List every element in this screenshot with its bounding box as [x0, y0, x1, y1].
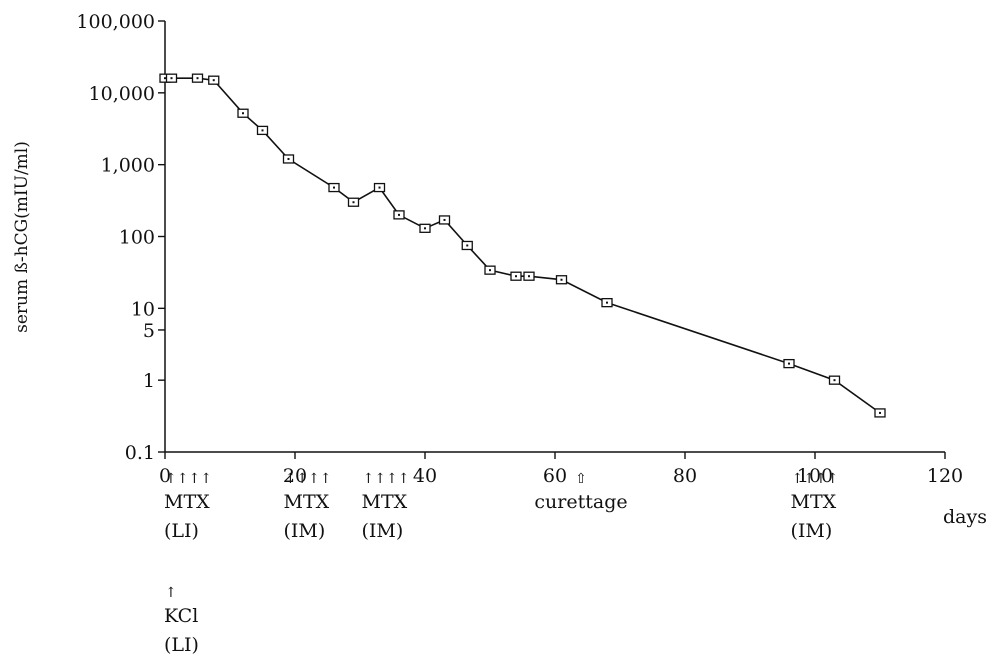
data-point-center — [879, 411, 881, 414]
y-tick-label: 10 — [131, 298, 155, 320]
data-point-center — [378, 186, 381, 189]
y-tick-label: 0.1 — [125, 442, 155, 464]
annotation-arrows: ↑↑↑↑ — [792, 471, 839, 487]
data-point-center — [528, 275, 530, 278]
data-point-center — [424, 227, 426, 230]
data-point — [208, 75, 220, 85]
x-tick-label: 0 — [159, 465, 171, 487]
data-point-center — [170, 77, 173, 80]
data-point-center — [242, 112, 244, 115]
data-point — [555, 275, 568, 285]
x-axis-label: days — [943, 506, 987, 528]
annotations: ↑↑↑↑ MTX (LI) ↑↑↑↑ MTX (IM) ↑↑↑↑ MTX (IM) ⇧ curett… — [164, 471, 838, 656]
data-point-center — [443, 218, 446, 221]
data-point — [783, 358, 795, 369]
annotation-arrows: ↑ — [165, 585, 177, 601]
data-point-center — [164, 77, 166, 80]
x-tick-label: 80 — [673, 465, 697, 487]
data-point — [328, 182, 340, 193]
data-point-center — [287, 157, 290, 160]
annotation-label: KCl — [164, 605, 198, 627]
data-point-center — [196, 77, 199, 80]
annotation-label: curettage — [534, 491, 627, 513]
annotation-sublabel: (IM) — [791, 520, 833, 542]
annotation-arrows: ⇧ — [575, 471, 587, 487]
y-tick-label: 10,000 — [89, 83, 155, 105]
annotation-arrows: ↑↑↑↑ — [363, 471, 410, 487]
annotation-sublabel: (IM) — [362, 520, 404, 542]
data-point-center — [489, 269, 491, 272]
annotation: ⇧ curettage — [534, 471, 627, 513]
data-point — [191, 73, 204, 83]
data-point-center — [261, 129, 264, 132]
data-point — [165, 73, 178, 83]
annotation-sublabel: (LI) — [164, 520, 199, 542]
y-ticks: 100,000 10,000 1,000 100 105 1 0.1 — [76, 11, 165, 464]
data-point — [419, 223, 431, 233]
x-tick-label: 40 — [413, 465, 437, 487]
data-point-center — [833, 379, 836, 382]
data-point-center — [606, 301, 608, 304]
data-point — [373, 182, 386, 193]
data-point-center — [333, 186, 335, 189]
data-point — [601, 297, 613, 308]
data-point-center — [212, 79, 215, 82]
y-tick-label: 100,000 — [76, 11, 155, 33]
annotation-label: MTX — [791, 491, 837, 513]
annotation: ↑↑↑↑ MTX (IM) — [362, 471, 410, 542]
x-tick-label: 20 — [283, 465, 307, 487]
data-point — [484, 265, 496, 275]
y-tick-label: 5 — [143, 320, 155, 342]
annotation-label: MTX — [284, 491, 330, 513]
annotation-sublabel: (IM) — [284, 520, 326, 542]
data-point-center — [515, 275, 517, 278]
data-point — [828, 375, 841, 385]
y-tick-label: 100 — [119, 227, 155, 249]
series-group — [159, 73, 886, 418]
series-line — [165, 77, 881, 414]
data-point — [523, 271, 535, 281]
y-axis-label: serum ß-hCG(mIU/ml) — [12, 141, 32, 333]
data-point-center — [788, 362, 790, 365]
x-tick-label: 120 — [927, 465, 963, 487]
y-tick-label: 1,000 — [101, 155, 155, 177]
annotation-arrows: ↑↑↑↑ — [165, 471, 212, 487]
annotation-label: MTX — [362, 491, 408, 513]
data-point — [461, 240, 473, 251]
annotation: ↑↑↑↑ MTX (IM) — [791, 471, 839, 542]
data-point — [393, 210, 405, 220]
x-tick-label: 60 — [543, 465, 567, 487]
annotation-arrows: ↑↑↑↑ — [285, 471, 332, 487]
annotation: ↑ KCl (LI) — [164, 585, 199, 656]
data-point — [347, 197, 360, 207]
axes — [164, 21, 945, 453]
data-point-center — [398, 213, 400, 216]
x-tick-label: 100 — [797, 465, 833, 487]
y-tick-label: 1 — [143, 370, 155, 392]
data-point-center — [466, 244, 469, 247]
data-point-center — [352, 201, 355, 204]
data-point — [438, 215, 451, 225]
data-point — [874, 408, 886, 418]
annotation-label: MTX — [164, 491, 210, 513]
data-point-center — [560, 278, 563, 281]
annotation: ↑↑↑↑ MTX (LI) — [164, 471, 212, 542]
data-point — [282, 154, 295, 164]
annotation-sublabel: (LI) — [164, 634, 199, 656]
data-point — [510, 271, 522, 281]
data-point — [256, 125, 269, 136]
annotation: ↑↑↑↑ MTX (IM) — [284, 471, 332, 542]
data-point — [237, 108, 249, 118]
x-ticks: 0 20 40 60 80 100 120 — [159, 452, 963, 487]
